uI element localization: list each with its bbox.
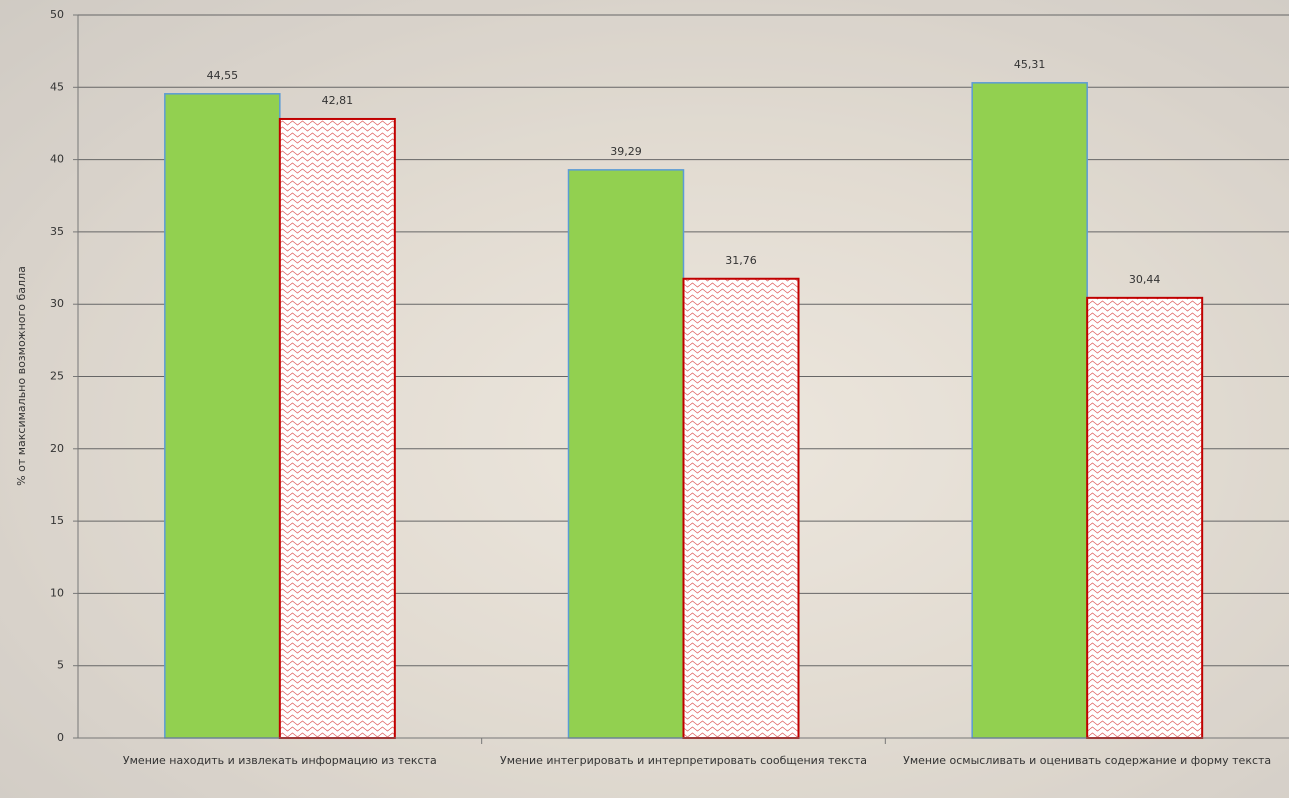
y-tick-label: 10 <box>50 586 64 599</box>
y-axis-label: % от максимально возможного балла <box>15 266 28 486</box>
y-tick-label: 30 <box>50 297 64 310</box>
y-tick-label: 45 <box>50 80 64 93</box>
value-label: 39,29 <box>610 145 642 158</box>
bar <box>567 169 685 739</box>
y-tick-label: 0 <box>57 731 64 744</box>
value-label: 30,44 <box>1129 273 1161 286</box>
bar <box>682 277 800 739</box>
y-tick-label: 5 <box>57 659 64 672</box>
bar <box>278 117 396 739</box>
value-label: 31,76 <box>725 254 757 267</box>
x-tick-label: Умение осмысливать и оценивать содержани… <box>903 754 1272 767</box>
y-tick-label: 50 <box>50 8 64 21</box>
y-tick-label: 35 <box>50 225 64 238</box>
bar <box>971 82 1088 739</box>
value-label: 45,31 <box>1014 58 1046 71</box>
y-tick-label: 40 <box>50 153 64 166</box>
y-tick-label: 15 <box>50 514 64 527</box>
x-tick-label: Умение находить и извлекать информацию и… <box>122 754 437 767</box>
y-tick-label: 25 <box>50 370 64 383</box>
value-label: 42,81 <box>322 94 354 107</box>
bar <box>164 93 281 739</box>
bar <box>1086 296 1204 739</box>
y-tick-label: 20 <box>50 442 64 455</box>
value-label: 44,55 <box>207 69 239 82</box>
x-tick-label: Умение интегрировать и интерпретировать … <box>499 754 867 767</box>
